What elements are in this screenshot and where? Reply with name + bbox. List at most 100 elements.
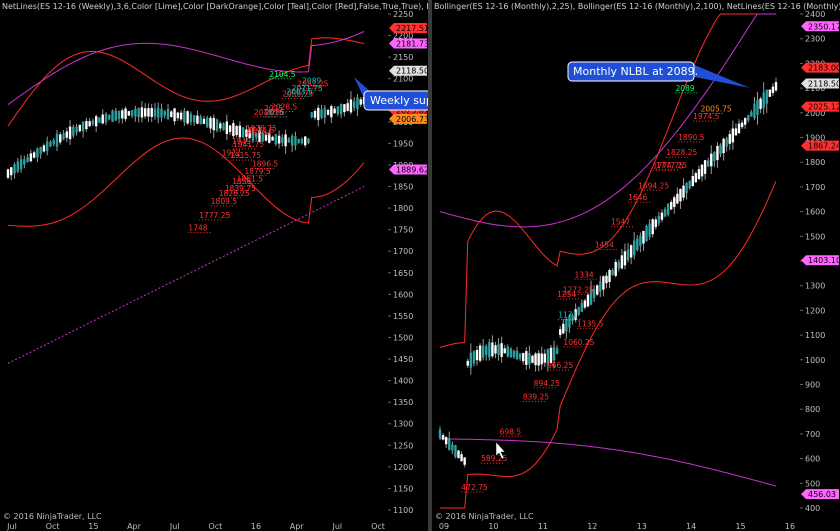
y-tick-label: 1450	[393, 355, 413, 364]
candle-body	[359, 99, 362, 105]
bollinger-long-lower-band	[439, 438, 777, 487]
y-tick-label: 1700	[393, 247, 413, 256]
candle-body	[157, 107, 160, 118]
candle-body	[457, 450, 460, 459]
netline-level-label: 2082.25	[297, 79, 328, 88]
candle-body	[765, 89, 768, 104]
netline-level-label: 2063.5	[286, 87, 312, 96]
netline-level-label: 1839.75	[225, 184, 256, 193]
candle-body	[160, 108, 163, 118]
x-tick-label: Oct	[208, 522, 222, 531]
candle-body	[463, 457, 466, 465]
candle-body	[448, 438, 451, 450]
netline-level-label: 1135.5	[577, 319, 603, 328]
candle-body	[232, 123, 235, 137]
candle-body	[540, 353, 543, 365]
candle-body	[512, 350, 516, 357]
y-tick-label: 1600	[393, 290, 413, 299]
netline-level-label: 1861.5	[237, 175, 263, 184]
candle-body	[294, 136, 297, 146]
price-tag-label: 1889.62	[396, 165, 428, 174]
x-tick-label: 16	[785, 522, 795, 531]
candle-body	[264, 134, 268, 141]
candle-body	[114, 110, 117, 121]
price-tag-label: 2118.50	[396, 67, 428, 76]
panel-divider[interactable]	[428, 0, 432, 531]
candle-body	[571, 315, 574, 321]
netline-level-label: 2071.75	[292, 84, 323, 93]
candle-body	[134, 108, 137, 117]
netline-level-label: 1254	[557, 290, 576, 299]
candle-body	[494, 345, 497, 354]
candle-body	[583, 300, 587, 308]
candle-body	[710, 153, 713, 167]
candle-body	[460, 454, 463, 462]
candle-body	[304, 136, 307, 146]
candle-body	[444, 437, 448, 445]
weekly-chart-svg[interactable]: NetLines(ES 12-16 (Weekly),3,6,Color [Li…	[0, 0, 428, 531]
candle-body	[759, 98, 762, 110]
candle-body	[183, 110, 186, 123]
price-tag	[801, 21, 839, 32]
netline-level-label: 2016.25	[254, 108, 285, 117]
candle-body	[713, 151, 716, 162]
candle-body	[163, 111, 166, 116]
netline-level-label: 2005.75	[701, 104, 732, 113]
y-tick-label: 1850	[393, 183, 413, 192]
candle-body	[101, 114, 104, 124]
candle-body	[313, 110, 317, 118]
price-tag	[389, 65, 427, 76]
candle-body	[559, 329, 562, 336]
chart-header: NetLines(ES 12-16 (Weekly),3,6,Color [Li…	[2, 2, 428, 11]
mouse-cursor-icon	[495, 441, 506, 460]
candle-body	[580, 303, 583, 312]
netline-level-label: 2058.75	[282, 89, 313, 98]
price-tag-label: 2181.73	[396, 39, 428, 48]
candle-body	[62, 133, 65, 140]
candle-body	[651, 219, 654, 235]
candle-body	[679, 188, 682, 202]
candle-body	[768, 89, 772, 97]
candle-body	[599, 281, 602, 292]
candle-body	[481, 345, 485, 358]
weekly-chart-panel[interactable]: NetLines(ES 12-16 (Weekly),3,6,Color [Li…	[0, 0, 428, 531]
price-tag-label: 456.03	[808, 490, 836, 499]
x-tick-label: Oct	[371, 522, 385, 531]
candle-body	[45, 141, 49, 152]
price-tag-label: 2350.17	[808, 22, 840, 31]
x-tick-label: Jul	[6, 522, 17, 531]
candle-body	[731, 128, 735, 143]
candle-body	[728, 134, 731, 144]
candle-body	[666, 203, 670, 215]
candle-body	[268, 133, 271, 143]
candle-body	[179, 112, 183, 120]
candle-body	[682, 185, 685, 198]
candle-body	[108, 114, 111, 120]
candle-body	[277, 135, 281, 144]
x-tick-label: 10	[488, 522, 498, 531]
netline-level-label: 2016	[265, 108, 284, 117]
price-tag-label: 1403.10	[808, 256, 840, 265]
price-tag-label: 2025.82	[396, 107, 428, 116]
candle-body	[356, 97, 359, 110]
monthly-chart-svg[interactable]: Bollinger(ES 12-16 (Monthly),2,25), Boll…	[432, 0, 840, 531]
monthly-chart-panel[interactable]: Bollinger(ES 12-16 (Monthly),2,25), Boll…	[432, 0, 840, 531]
candle-body	[774, 82, 778, 91]
netline-level-label: 1896.5	[252, 159, 278, 168]
candle-body	[518, 353, 522, 359]
candle-body	[475, 350, 479, 361]
candle-body	[589, 289, 593, 305]
candle-body	[81, 121, 85, 132]
candle-body	[16, 161, 19, 172]
candle-body	[629, 245, 633, 258]
netline-level-label: 1915.75	[230, 151, 261, 160]
netline-level-label: 1828.25	[219, 189, 250, 198]
candle-body	[124, 108, 127, 120]
candle-body	[192, 115, 196, 123]
candle-body	[150, 107, 153, 117]
x-tick-label: 16	[251, 522, 261, 531]
candle-body	[626, 249, 630, 261]
candle-body	[454, 445, 457, 457]
candle-body	[497, 344, 500, 355]
candle-body	[722, 138, 725, 154]
